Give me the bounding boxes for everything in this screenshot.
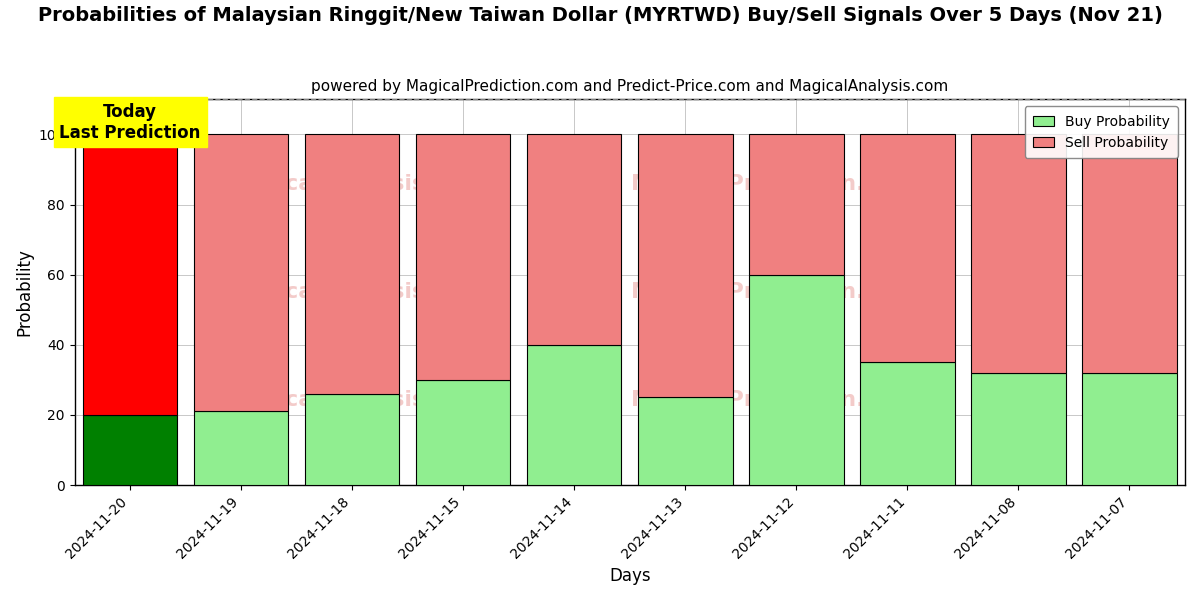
Bar <box>749 275 844 485</box>
Bar <box>638 134 732 397</box>
Text: calAnalysis.com: calAnalysis.com <box>286 282 486 302</box>
Text: MagicalPrediction.com: MagicalPrediction.com <box>631 390 917 410</box>
X-axis label: Days: Days <box>610 567 650 585</box>
Bar <box>971 373 1066 485</box>
Text: MagicalPrediction.com: MagicalPrediction.com <box>631 174 917 194</box>
Bar <box>305 394 400 485</box>
Bar <box>83 134 178 415</box>
Bar <box>749 134 844 275</box>
Bar <box>527 134 622 345</box>
Text: Probabilities of Malaysian Ringgit/New Taiwan Dollar (MYRTWD) Buy/Sell Signals O: Probabilities of Malaysian Ringgit/New T… <box>37 6 1163 25</box>
Y-axis label: Probability: Probability <box>16 248 34 336</box>
Text: calAnalysis.com: calAnalysis.com <box>286 390 486 410</box>
Text: Today
Last Prediction: Today Last Prediction <box>60 103 200 142</box>
Legend: Buy Probability, Sell Probability: Buy Probability, Sell Probability <box>1025 106 1178 158</box>
Bar <box>416 380 510 485</box>
Bar <box>416 134 510 380</box>
Bar <box>971 134 1066 373</box>
Title: powered by MagicalPrediction.com and Predict-Price.com and MagicalAnalysis.com: powered by MagicalPrediction.com and Pre… <box>311 79 948 94</box>
Bar <box>83 415 178 485</box>
Bar <box>860 134 955 362</box>
Text: MagicalPrediction.com: MagicalPrediction.com <box>631 282 917 302</box>
Bar <box>194 412 288 485</box>
Bar <box>527 345 622 485</box>
Bar <box>1082 373 1177 485</box>
Bar <box>1082 134 1177 373</box>
Bar <box>638 397 732 485</box>
Bar <box>305 134 400 394</box>
Text: calAnalysis.com: calAnalysis.com <box>286 174 486 194</box>
Bar <box>194 134 288 412</box>
Bar <box>860 362 955 485</box>
